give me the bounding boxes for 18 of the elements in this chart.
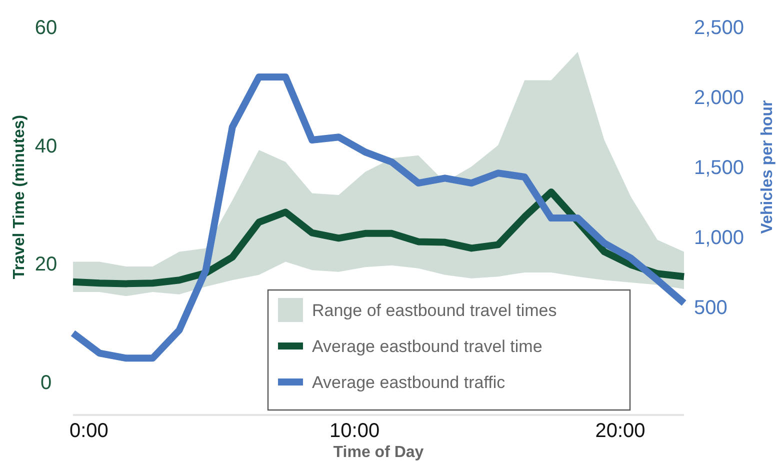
legend-label: Range of eastbound travel times	[312, 300, 557, 320]
legend-label: Average eastbound traffic	[312, 372, 506, 392]
y-tick-label: 60	[34, 17, 58, 39]
x-tick-label: 20:00	[595, 420, 646, 442]
legend-label: Average eastbound travel time	[312, 336, 542, 356]
y2-axis-title: Vehicles per hour	[759, 100, 776, 234]
x-axis-title: Time of Day	[333, 444, 424, 461]
y2-tick-label: 2,500	[694, 17, 744, 39]
x-tick-label: 10:00	[330, 420, 380, 442]
y2-tick-label: 2,000	[694, 87, 744, 110]
y2-tick-label: 1,000	[694, 227, 744, 250]
y-tick-label: 0	[40, 372, 52, 394]
y2-tick-label: 500	[694, 297, 728, 320]
y-axis-title: Travel Time (minutes)	[11, 114, 28, 280]
y-tick-label: 20	[34, 254, 58, 276]
y2-tick-label: 1,500	[694, 157, 744, 180]
x-tick-label: 0:00	[69, 420, 108, 442]
y-tick-label: 40	[34, 135, 58, 158]
